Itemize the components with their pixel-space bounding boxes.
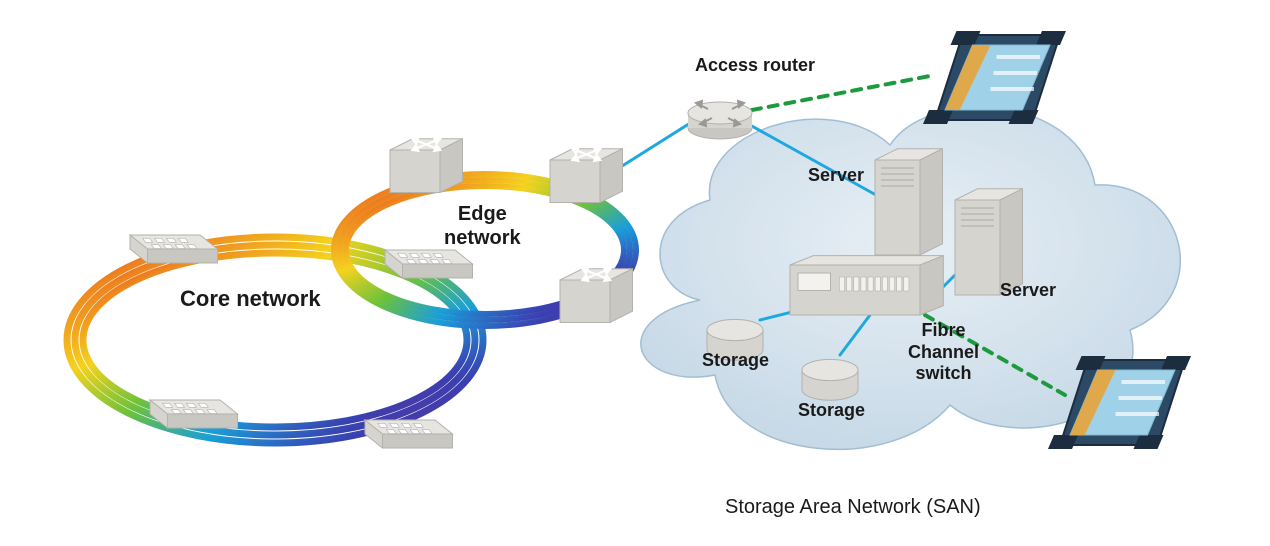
access-router-label: Access router [695, 55, 815, 77]
access-router-icon [688, 101, 752, 139]
edge-network-label: Edge network [444, 202, 521, 250]
diagram-canvas [0, 0, 1270, 546]
fibre-channel-switch-icon [790, 256, 943, 315]
core-network-label: Core network [180, 286, 321, 312]
san-label: Storage Area Network (SAN) [725, 495, 981, 519]
server1-label: Server [808, 165, 864, 187]
server2-label: Server [1000, 280, 1056, 302]
fc-switch-label: Fibre Channel switch [908, 320, 979, 385]
storage2-label: Storage [798, 400, 865, 422]
storage1-label: Storage [702, 350, 769, 372]
